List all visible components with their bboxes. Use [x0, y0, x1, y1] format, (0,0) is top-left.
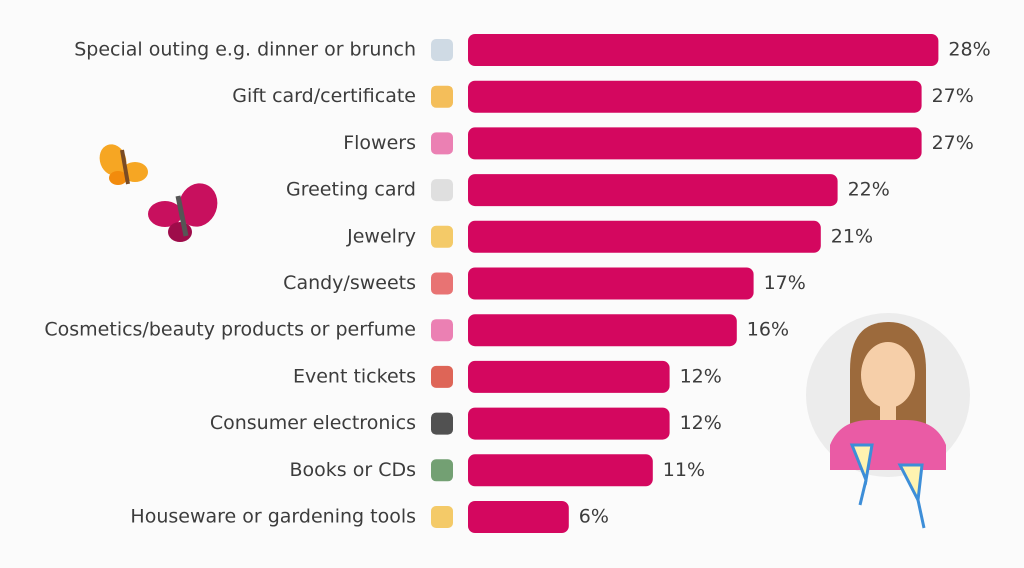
category-icon: [431, 225, 453, 248]
value-label: 12%: [680, 365, 722, 387]
value-label: 22%: [848, 179, 890, 201]
category-icon: [431, 319, 453, 342]
value-label: 21%: [831, 225, 873, 247]
bar: [468, 501, 569, 533]
value-label: 12%: [680, 412, 722, 434]
category-icon: [431, 506, 453, 528]
category-icon: [431, 179, 453, 202]
value-label: 17%: [764, 272, 806, 294]
category-icon: [431, 39, 453, 61]
value-label: 28%: [948, 39, 990, 61]
bar: [468, 267, 754, 300]
bar: [468, 360, 670, 393]
butterfly-orange: [99, 144, 148, 185]
category-label: Special outing e.g. dinner or brunch: [74, 39, 416, 61]
butterfly-magenta: [148, 183, 218, 242]
category-label: Gift card/certificate: [232, 85, 416, 107]
category-label: Flowers: [343, 132, 416, 154]
woman-illustration: [806, 313, 970, 529]
category-icon: [431, 365, 453, 388]
category-label: Books or CDs: [290, 459, 417, 481]
bar: [468, 174, 838, 207]
value-label: 11%: [663, 459, 705, 481]
bar: [468, 314, 737, 347]
category-icon: [431, 459, 453, 482]
category-label: Houseware or gardening tools: [130, 506, 416, 528]
category-label: Candy/sweets: [283, 272, 416, 294]
bar: [468, 220, 821, 253]
category-label: Event tickets: [293, 365, 416, 387]
category-icon: [431, 85, 453, 108]
category-label: Jewelry: [346, 225, 416, 247]
category-label: Greeting card: [286, 179, 416, 201]
category-icon: [431, 132, 453, 155]
bar: [468, 80, 922, 113]
value-label: 6%: [579, 506, 609, 528]
bar: [468, 34, 939, 66]
category-label: Cosmetics/beauty products or perfume: [44, 319, 416, 341]
value-label: 27%: [932, 85, 974, 107]
category-icon: [431, 412, 453, 435]
category-icon: [431, 272, 453, 295]
value-label: 27%: [932, 132, 974, 154]
category-label: Consumer electronics: [210, 412, 416, 434]
bar: [468, 127, 922, 160]
value-label: 16%: [747, 319, 789, 341]
bar: [468, 454, 653, 487]
bar: [468, 407, 670, 440]
